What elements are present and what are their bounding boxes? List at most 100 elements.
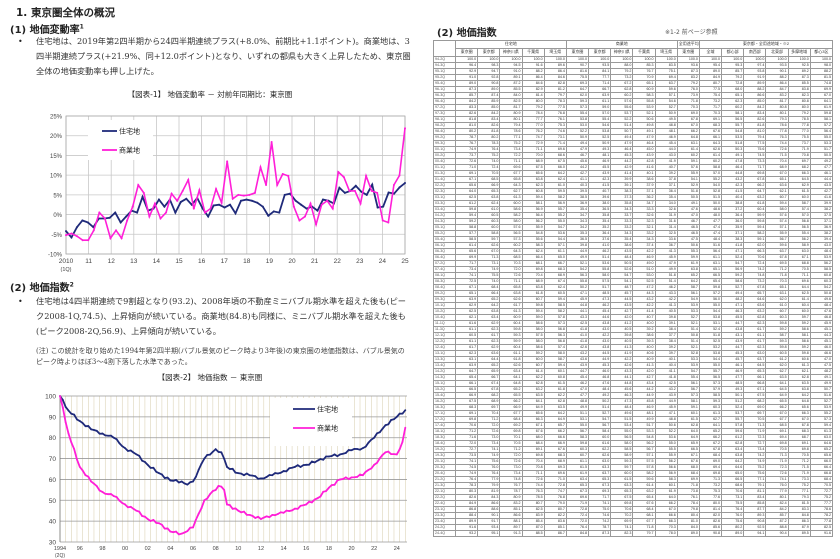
data-point: [339, 453, 342, 456]
data-point: [367, 468, 370, 471]
column-header: 神奈川県: [499, 48, 523, 57]
data-point: [245, 472, 248, 475]
table-row: 17-4Q 70.6 72.0 69.2 67.1 65.7 55.0 56.7 53.4 51.…: [433, 422, 834, 429]
data-point: [395, 415, 398, 418]
data-point: [206, 497, 209, 500]
data-point: [274, 514, 277, 517]
table-cell: 87.3: [588, 530, 612, 537]
data-point: [331, 207, 334, 210]
x-tick-label: 24: [394, 546, 400, 552]
data-point: [177, 481, 180, 484]
data-point: [103, 217, 106, 220]
data-point: [119, 221, 122, 224]
data-point: [365, 193, 368, 196]
data-point: [382, 205, 385, 208]
data-point: [239, 199, 242, 202]
data-point: [163, 477, 166, 479]
y-tick-label: 60: [49, 477, 57, 484]
data-point: [359, 473, 361, 476]
data-point: [268, 516, 271, 519]
data-point: [148, 215, 151, 218]
data-point: [223, 488, 226, 491]
data-point: [165, 211, 168, 214]
data-point: [228, 504, 231, 506]
data-point: [350, 476, 353, 479]
data-point: [390, 419, 393, 421]
data-point: [342, 452, 344, 455]
data-point: [73, 448, 76, 450]
data-point: [373, 463, 376, 466]
data-point: [98, 211, 101, 214]
data-point: [282, 470, 285, 472]
data-point: [326, 199, 329, 202]
table-row: 06-3Q 65.6 67.0 64.3 62.4 61.1 44.9 46.2 43.5 42.…: [433, 248, 834, 255]
data-point: [81, 219, 84, 222]
data-point: [234, 507, 237, 510]
data-point: [327, 486, 330, 489]
data-point: [155, 522, 158, 524]
x-tick-label: 18: [326, 546, 332, 552]
x-tick-label: 20: [348, 546, 354, 552]
data-point: [101, 432, 104, 435]
data-point: [237, 193, 240, 196]
data-point: [231, 507, 234, 510]
data-point: [121, 445, 124, 448]
data-point: [200, 462, 203, 465]
table-row: 98-2Q 81.0 82.6 79.4 77.0 75.3 53.0 54.6 51.4 49.…: [433, 122, 834, 129]
x-tick-label: 06: [190, 546, 196, 552]
heading-land-price-change: (1) 地価変動率1: [10, 23, 84, 36]
residential-series-line: [59, 395, 406, 486]
data-point: [160, 473, 163, 476]
table-cell: 82.3: [610, 530, 634, 537]
x-tick-label: 14: [281, 546, 287, 552]
note: (注) この統計を取り始めた1994年第2四半期(バブル景気のピーク時より3年後…: [36, 347, 405, 366]
data-point: [378, 431, 381, 434]
data-point: [229, 203, 232, 206]
data-point: [76, 235, 79, 238]
data-point: [387, 450, 390, 453]
data-point: [65, 234, 67, 237]
data-point: [189, 481, 192, 484]
data-point: [342, 176, 345, 179]
data-point: [115, 496, 118, 498]
table-row: 20-3Q 74.5 76.0 73.0 70.8 69.3 61.5 63.3 59.7 57.…: [433, 464, 834, 471]
table-title: (2) 地価指数: [437, 28, 497, 39]
data-point: [387, 423, 390, 426]
data-point: [141, 459, 143, 462]
data-point: [141, 195, 144, 198]
data-point: [256, 201, 259, 204]
data-point: [338, 186, 341, 189]
data-point: [294, 199, 297, 202]
table-row: 98-1Q 81.8 83.4 80.1 77.7 76.1 53.8 55.4 52.2 50.…: [433, 116, 834, 123]
column-header: 都心3区: [809, 48, 834, 57]
data-point: [347, 478, 350, 480]
data-point: [248, 193, 251, 196]
data-point: [361, 447, 364, 450]
data-point: [322, 458, 325, 461]
data-point: [115, 438, 118, 441]
table-cell: 91.6: [809, 530, 834, 537]
data-point: [138, 454, 141, 457]
data-point: [209, 453, 211, 456]
y-tick-label: 70: [49, 456, 57, 463]
data-point: [376, 432, 378, 435]
data-point: [336, 479, 339, 482]
x-tick-label: 17: [221, 258, 229, 265]
data-point: [336, 455, 339, 458]
data-point: [243, 510, 245, 513]
y-tick-label: 30: [49, 540, 57, 547]
table-row: 17-2Q 69.8 71.2 68.4 66.3 64.9 53.1 54.7 51.5 49.…: [433, 416, 834, 423]
data-point: [401, 440, 404, 443]
data-point: [214, 448, 217, 451]
header-corner: [433, 40, 456, 57]
table-row: 21-3Q 78.3 79.9 76.7 74.4 72.8 65.3 67.3 63.3 61.…: [433, 482, 834, 489]
data-point: [320, 203, 323, 206]
table-row: 13-4Q 63.9 65.2 62.6 60.7 59.4 43.9 45.3 42.6 41.…: [433, 362, 834, 369]
data-point: [265, 476, 268, 478]
data-point: [158, 472, 160, 475]
data-point: [170, 192, 173, 195]
data-point: [146, 463, 149, 466]
data-point: [298, 219, 301, 222]
data-point: [92, 229, 95, 232]
data-point: [87, 239, 90, 242]
